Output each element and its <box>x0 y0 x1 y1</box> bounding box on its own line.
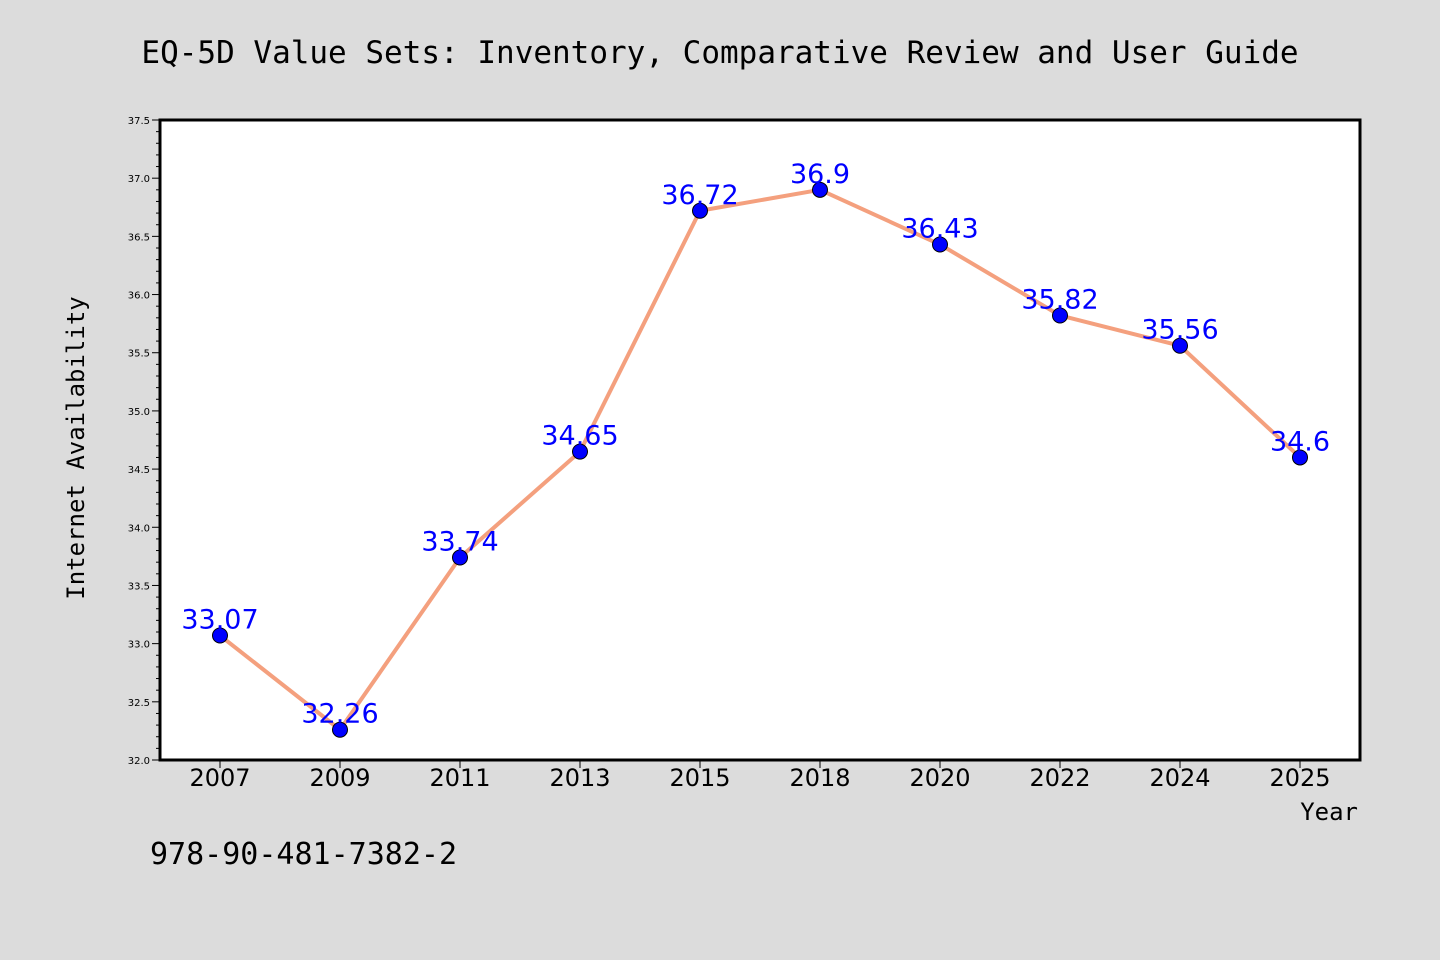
y-tick-label: 35.0 <box>128 407 150 418</box>
data-point <box>932 236 948 253</box>
data-point <box>572 443 588 460</box>
data-points <box>212 181 1308 738</box>
y-tick-label: 32.5 <box>128 698 150 709</box>
data-point <box>452 549 468 566</box>
data-label: 36.43 <box>901 214 978 245</box>
data-label: 36.9 <box>790 159 850 190</box>
x-tick-label: 2007 <box>189 764 250 792</box>
y-tick-label: 36.5 <box>128 232 150 243</box>
data-label: 34.6 <box>1270 426 1330 457</box>
x-axis-title: Year <box>1300 798 1358 826</box>
y-axis-title: Internet Availability <box>62 296 90 599</box>
x-tick-label: 2020 <box>909 764 970 792</box>
x-tick-label: 2025 <box>1269 764 1330 792</box>
data-point <box>1052 307 1068 324</box>
y-axis: 32.0 32.5 33.0 33.5 34.0 34.5 35.0 35.5 36.0 36.5… <box>128 116 160 767</box>
y-tick-label: 33.5 <box>128 581 150 592</box>
y-tick-label: 32.0 <box>128 756 150 767</box>
x-axis: 2007 2009 2011 2013 2015 2018 2020 2022 2024 2025 <box>189 760 1331 792</box>
footer-isbn: 978-90-481-7382-2 <box>150 837 457 872</box>
data-label: 34.65 <box>541 421 618 452</box>
y-tick-label: 34.5 <box>128 465 150 476</box>
x-tick-label: 2024 <box>1149 764 1210 792</box>
y-tick-label: 36.0 <box>128 291 150 302</box>
chart-title: EQ-5D Value Sets: Inventory, Comparative… <box>141 35 1298 71</box>
data-point <box>1292 449 1308 466</box>
data-point <box>812 181 828 198</box>
data-labels: 33.07 32.26 33.74 34.65 36.72 36.9 36.43 35.82 3… <box>181 159 1330 730</box>
x-tick-label: 2013 <box>549 764 610 792</box>
y-tick-label: 33.0 <box>128 640 150 651</box>
data-label: 35.56 <box>1141 315 1218 346</box>
data-label: 36.72 <box>661 180 738 211</box>
data-label: 33.07 <box>181 604 258 635</box>
series-line <box>218 187 1302 732</box>
y-tick-label: 34.0 <box>128 523 150 534</box>
plot-frame <box>158 118 1362 762</box>
x-tick-label: 2015 <box>669 764 730 792</box>
y-tick-label: 35.5 <box>128 349 150 360</box>
data-point <box>1172 337 1188 354</box>
data-label: 35.82 <box>1021 284 1098 315</box>
data-label: 32.26 <box>301 699 378 730</box>
plot-area <box>160 120 1360 760</box>
x-tick-label: 2018 <box>789 764 850 792</box>
data-label: 33.74 <box>421 527 498 558</box>
data-point <box>692 202 708 219</box>
y-tick-label: 37.0 <box>128 174 150 185</box>
data-point <box>332 721 348 738</box>
x-tick-label: 2022 <box>1029 764 1090 792</box>
x-tick-label: 2011 <box>429 764 490 792</box>
data-point <box>212 627 228 644</box>
y-tick-label: 37.5 <box>128 116 150 127</box>
x-tick-label: 2009 <box>309 764 370 792</box>
